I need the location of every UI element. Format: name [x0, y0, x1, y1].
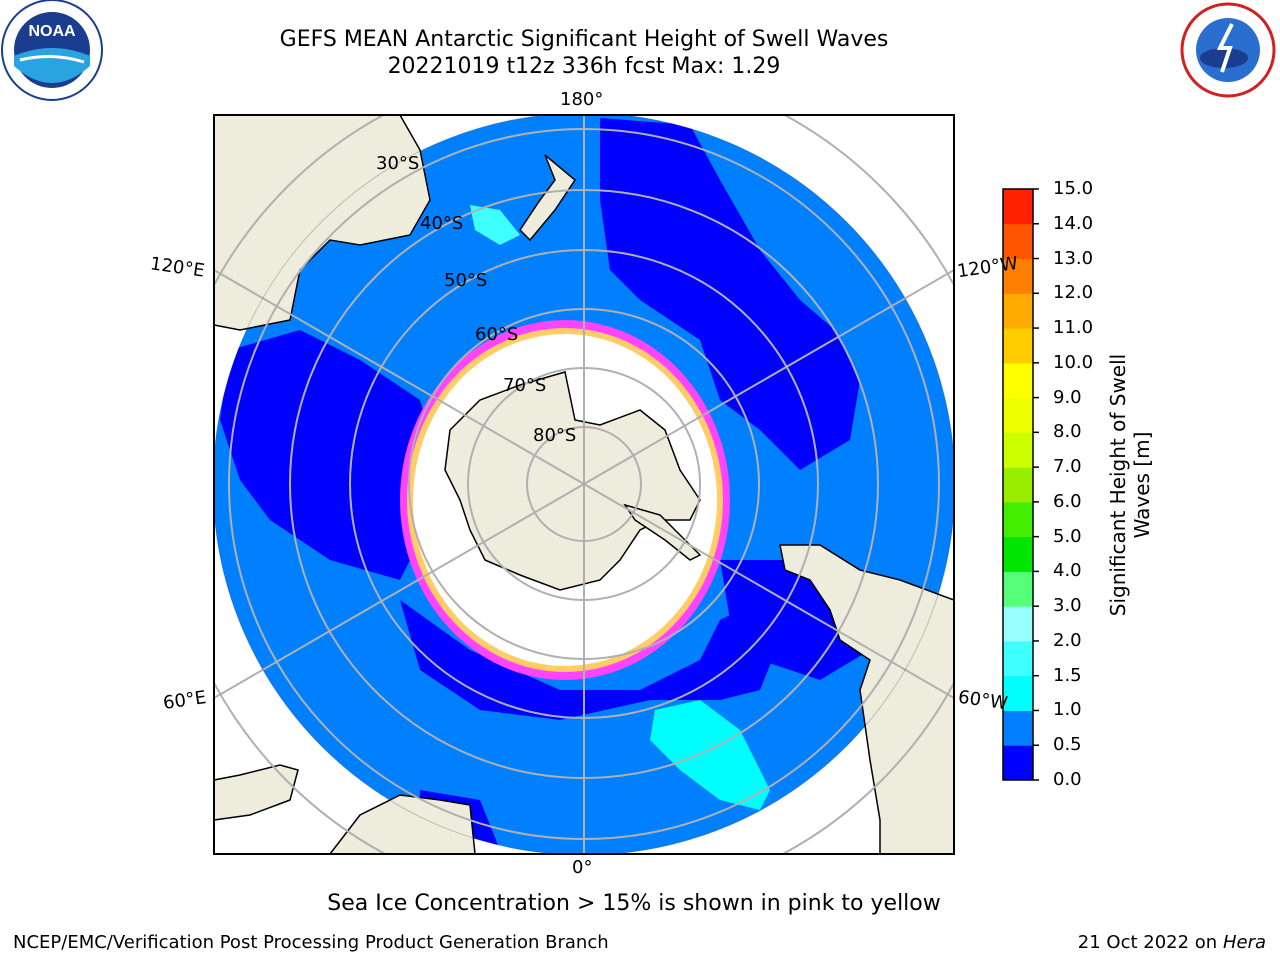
colorbar-tick-label: 9.0 [1053, 386, 1082, 408]
colorbar-segment [1003, 571, 1033, 607]
footer-date: 21 Oct 2022 on Hera [1077, 932, 1266, 953]
sea-ice-note: Sea Ice Concentration > 15% is shown in … [327, 891, 941, 916]
colorbar-segment [1003, 467, 1033, 503]
colorbar-segment [1003, 328, 1033, 364]
colorbar-segment [1003, 362, 1033, 399]
colorbar-segment [1003, 189, 1033, 225]
colorbar-tick-label: 0.0 [1053, 769, 1082, 790]
australia-land [214, 115, 431, 331]
colorbar-segment [1003, 710, 1033, 746]
svg-text:NOAA: NOAA [28, 23, 76, 40]
chart-title: GEFS MEAN Antarctic Significant Height o… [279, 27, 889, 52]
graticule [214, 115, 954, 854]
colorbar-tick-label: 1.5 [1053, 664, 1082, 686]
colorbar-tick-label: 10.0 [1053, 351, 1094, 373]
colorbar-tick-label: 1.0 [1053, 699, 1082, 721]
high-swell-region [650, 700, 770, 810]
nws-logo [1180, 2, 1276, 98]
colorbar-tick-label: 7.0 [1053, 456, 1082, 478]
colorbar-segment [1003, 640, 1033, 677]
colorbar-segment [1003, 606, 1033, 642]
colorbar-segment [1003, 675, 1033, 711]
africa-land [329, 794, 476, 854]
colorbar-tick-label: 6.0 [1053, 490, 1082, 512]
colorbar-tick-label: 3.0 [1053, 595, 1082, 617]
lat-label-80s: 80°S [533, 425, 577, 446]
lat-label-40s: 40°S [420, 213, 464, 234]
lat-label-70s: 70°S [503, 375, 547, 396]
colorbar-segment [1003, 397, 1033, 433]
colorbar [1002, 188, 1039, 781]
colorbar-tick-label: 4.0 [1053, 560, 1082, 582]
low-swell-region [400, 600, 780, 720]
colorbar-tick-label: 2.0 [1053, 629, 1082, 651]
colorbar-tick-label: 11.0 [1053, 317, 1094, 339]
high-swell-region [470, 205, 520, 245]
lat-label-50s: 50°S [444, 270, 488, 291]
colorbar-frame [1002, 188, 1034, 781]
map-frame [213, 114, 955, 855]
colorbar-tick-label: 5.0 [1053, 525, 1082, 547]
colorbar-tick-label: 13.0 [1053, 247, 1094, 269]
colorbar-tick-label: 12.0 [1053, 282, 1094, 304]
lat-label-60s: 60°S [475, 324, 519, 345]
lon-label-0: 0° [572, 857, 593, 878]
colorbar-title: Significant Height of Swell Waves [m] [1106, 353, 1154, 617]
colorbar-segment [1003, 293, 1033, 329]
colorbar-tick-label: 14.0 [1053, 212, 1094, 234]
colorbar-segment [1003, 745, 1033, 781]
lat-label-30s: 30°S [376, 153, 420, 174]
footer-credit: NCEP/EMC/Verification Post Processing Pr… [13, 932, 609, 953]
colorbar-segment [1003, 258, 1033, 294]
colorbar-segment [1003, 501, 1033, 538]
new-zealand-land [519, 154, 576, 242]
noaa-logo: NOAA [1, 0, 103, 101]
colorbar-segment [1003, 432, 1033, 468]
low-swell-region [220, 330, 440, 580]
colorbar-tick-label: 15.0 [1053, 178, 1094, 199]
colorbar-segment [1003, 223, 1033, 260]
colorbar-tick-label: 8.0 [1053, 421, 1082, 443]
madagascar-land [214, 764, 299, 821]
colorbar-segment [1003, 536, 1033, 572]
lon-label-180: 180° [560, 89, 604, 110]
colorbar-tick-label: 0.5 [1053, 734, 1082, 756]
chart-subtitle: 20221019 t12z 336h fcst Max: 1.29 [387, 54, 781, 79]
